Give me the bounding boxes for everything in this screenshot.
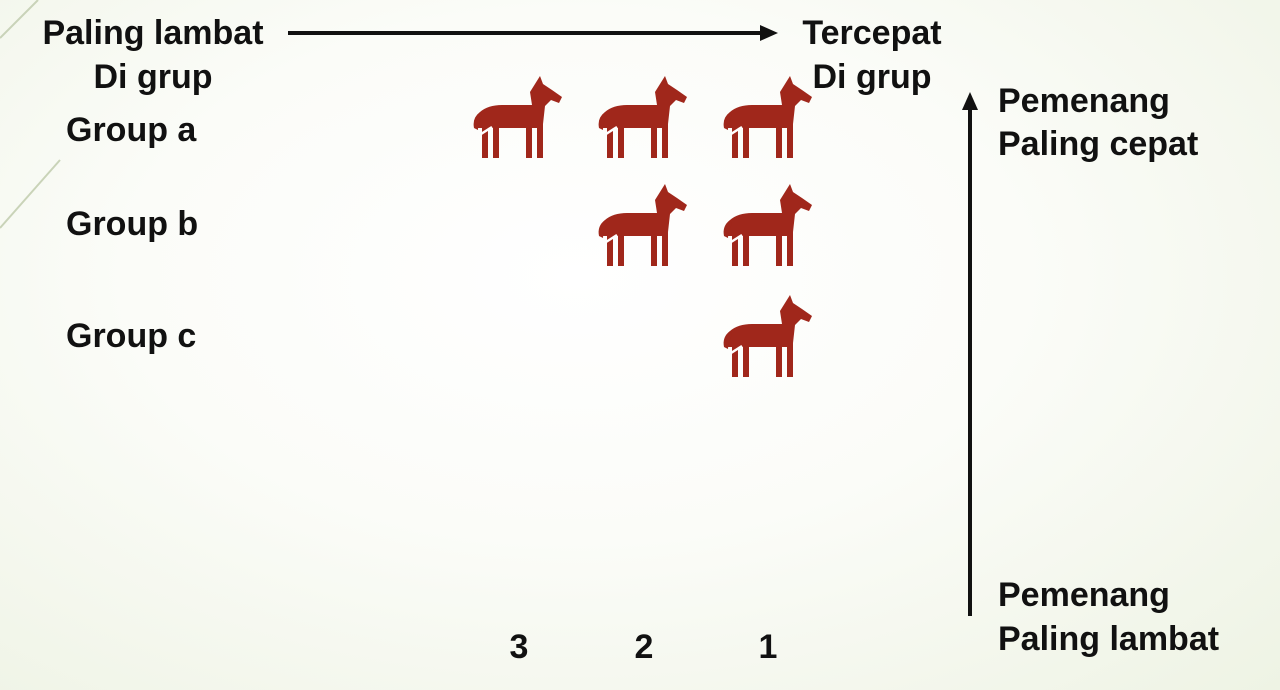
horse-icon — [472, 72, 564, 158]
horse-icon — [722, 72, 814, 158]
vertical-arrow — [962, 92, 978, 616]
slowest-title: Paling lambat — [42, 14, 264, 52]
group-a-label: Group a — [66, 111, 197, 149]
group-b-label: Group b — [66, 205, 199, 243]
fastest-title: Tercepat — [802, 14, 942, 52]
slowest-winner-line1: Pemenang — [998, 576, 1170, 614]
horse-icon — [597, 72, 689, 158]
corner-decoration — [0, 0, 61, 229]
horse-icon — [722, 291, 814, 377]
column-label-3: 3 — [509, 628, 529, 666]
column-label-1: 1 — [758, 628, 778, 666]
slowest-winner-line2: Paling lambat — [998, 620, 1220, 658]
column-label-2: 2 — [634, 628, 654, 666]
fastest-winner-line1: Pemenang — [998, 82, 1170, 120]
fastest-subtitle: Di grup — [812, 58, 932, 96]
group-c-label: Group c — [66, 317, 197, 355]
horse-icon — [597, 180, 689, 266]
horizontal-arrow — [288, 25, 778, 41]
fastest-winner-line2: Paling cepat — [998, 125, 1199, 163]
slowest-subtitle: Di grup — [93, 58, 213, 96]
horse-icon — [722, 180, 814, 266]
